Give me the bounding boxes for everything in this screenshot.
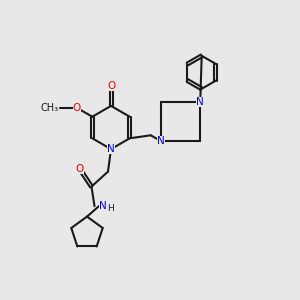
Text: N: N	[107, 144, 115, 154]
Text: N: N	[196, 97, 204, 107]
Text: O: O	[107, 80, 115, 91]
Text: O: O	[73, 103, 81, 113]
Text: N: N	[157, 136, 165, 146]
Text: H: H	[107, 204, 114, 213]
Text: N: N	[99, 201, 107, 211]
Text: CH₃: CH₃	[40, 103, 59, 113]
Text: O: O	[75, 164, 84, 174]
